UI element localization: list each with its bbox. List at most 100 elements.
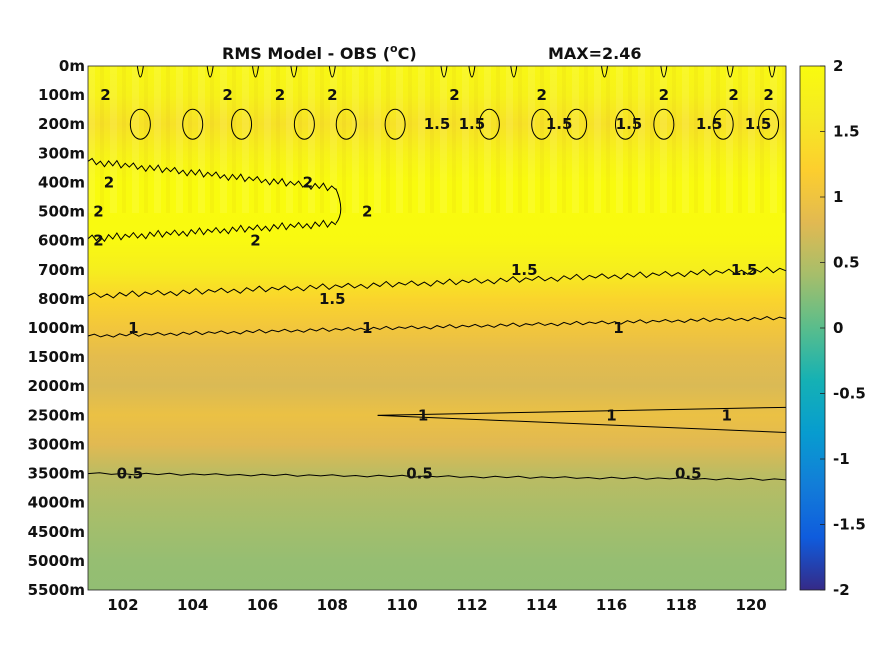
- contour-lines: [87, 65, 787, 481]
- colorbar-tick-label: 1: [833, 188, 843, 206]
- y-axis-ticks: 0m 100m 200m 300m 400m 500m 600m 700m 800m 1000m 1…: [28, 57, 85, 599]
- contour-loop: [712, 108, 734, 140]
- contour-loop: [335, 108, 357, 140]
- contour-value-label: 2: [536, 86, 546, 104]
- x-tick-label: 112: [456, 596, 487, 614]
- y-tick-label: 5000m: [28, 552, 85, 570]
- x-tick-label: 114: [526, 596, 557, 614]
- contour-line: [377, 414, 787, 433]
- title-unit: C): [398, 44, 417, 63]
- y-tick-label: 800m: [38, 290, 85, 308]
- contour-line: [87, 219, 337, 243]
- contour-value-label: 1: [418, 406, 428, 424]
- contour-value-label: 1.5: [745, 115, 772, 133]
- contour-value-label: 1.5: [731, 261, 758, 279]
- plot-area: 2 2 2 2 2 2 2 2 21.5 1.5 1.5 1.5 1.5 1.52 22 22 21.51.5 1…: [87, 65, 787, 591]
- contour-value-label: 0.5: [117, 465, 144, 483]
- y-tick-label: 0m: [59, 57, 85, 75]
- x-tick-label: 120: [735, 596, 766, 614]
- contour-spike: [206, 65, 214, 78]
- contour-value-label: 2: [659, 86, 669, 104]
- contour-value-label: 2: [763, 86, 773, 104]
- contour-value-label: 1.5: [696, 115, 723, 133]
- svg-text:RMS Model - OBS (oC): RMS Model - OBS (oC): [222, 42, 417, 63]
- y-tick-label: 5500m: [28, 581, 85, 599]
- contour-spike: [601, 65, 609, 78]
- y-tick-label: 2000m: [28, 377, 85, 395]
- contour-value-label: 1.5: [319, 290, 346, 308]
- contour-loop: [231, 108, 253, 140]
- x-tick-label: 110: [386, 596, 417, 614]
- contour-line: [377, 406, 787, 416]
- contour-value-label: 1.5: [546, 115, 573, 133]
- contour-loop: [566, 108, 588, 140]
- y-tick-label: 3500m: [28, 465, 85, 483]
- contour-loop: [384, 108, 406, 140]
- y-tick-label: 4000m: [28, 494, 85, 512]
- contour-value-label: 2: [104, 173, 114, 191]
- x-tick-label: 108: [317, 596, 348, 614]
- contour-spike: [328, 65, 336, 78]
- contour-spike: [510, 65, 518, 78]
- title-unit-superscript: o: [390, 42, 398, 55]
- colorbar-ticks: 2 1.5 1 0.5 0 -0.5 -1 -1.5 -2: [820, 57, 866, 599]
- contour-value-label: 1.5: [616, 115, 643, 133]
- contour-value-label: 2: [100, 86, 110, 104]
- contour-value-label: 1: [613, 319, 623, 337]
- y-tick-label: 1500m: [28, 348, 85, 366]
- y-tick-label: 700m: [38, 261, 85, 279]
- x-tick-label: 102: [107, 596, 138, 614]
- colorbar-tick-label: 0.5: [833, 254, 860, 272]
- colorbar-tick-label: -0.5: [833, 385, 866, 403]
- contour-value-label: 1.5: [511, 261, 538, 279]
- contour-spike: [768, 65, 776, 78]
- title: RMS Model - OBS (oC) MAX=2.46: [222, 42, 642, 63]
- y-tick-label: 2500m: [28, 406, 85, 424]
- contour-loop: [293, 108, 315, 140]
- contour-value-label: 2: [93, 232, 103, 250]
- contour-value-label: 1: [128, 319, 138, 337]
- contour-value-label: 1: [606, 406, 616, 424]
- x-axis-ticks: 102 104 106 108 110 112 114 116 118 120: [107, 596, 767, 614]
- contour-spike: [440, 65, 448, 78]
- y-tick-label: 500m: [38, 203, 85, 221]
- y-tick-label: 300m: [38, 144, 85, 162]
- colorbar-tick-label: 2: [833, 57, 843, 75]
- contour-spike: [252, 65, 260, 78]
- contour-line: [87, 315, 787, 338]
- colorbar-tick-label: 1.5: [833, 123, 860, 141]
- contour-loop: [758, 108, 780, 140]
- contour-value-label: 2: [303, 173, 313, 191]
- contour-loop: [614, 108, 636, 140]
- y-tick-label: 200m: [38, 115, 85, 133]
- contour-value-label: 2: [222, 86, 232, 104]
- x-tick-label: 116: [596, 596, 627, 614]
- contour-line: [87, 472, 787, 481]
- colorbar-tick-label: -1: [833, 450, 850, 468]
- contour-value-label: 1.5: [459, 115, 486, 133]
- contour-value-label: 2: [449, 86, 459, 104]
- contour-spike: [136, 65, 144, 78]
- heatmap-texture: [88, 66, 786, 213]
- contour-loop: [653, 108, 675, 140]
- contour-value-label: 1: [362, 319, 372, 337]
- contour-loop: [182, 108, 204, 140]
- contour-value-label: 2: [728, 86, 738, 104]
- x-tick-label: 106: [247, 596, 278, 614]
- contour-labels: 2 2 2 2 2 2 2 2 21.5 1.5 1.5 1.5 1.5 1.52 22 22 21.51.5 1…: [93, 86, 774, 482]
- contour-value-label: 1.5: [424, 115, 451, 133]
- plot-frame: [87, 65, 787, 591]
- max-label: MAX=2.46: [548, 44, 642, 63]
- contour-spike: [660, 65, 668, 78]
- contour-value-label: 2: [93, 203, 103, 221]
- contour-value-label: 1: [721, 406, 731, 424]
- contour-loop: [129, 108, 151, 140]
- contour-spike: [468, 65, 476, 78]
- colorbar: 2 1.5 1 0.5 0 -0.5 -1 -1.5 -2: [799, 57, 866, 599]
- y-tick-label: 100m: [38, 86, 85, 104]
- y-tick-label: 4500m: [28, 523, 85, 541]
- y-tick-label: 600m: [38, 232, 85, 250]
- contour-loop: [478, 108, 500, 140]
- contour-loop: [531, 108, 553, 140]
